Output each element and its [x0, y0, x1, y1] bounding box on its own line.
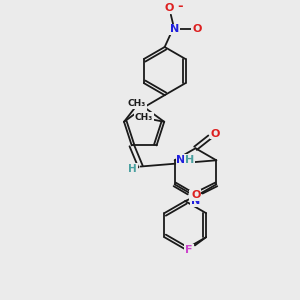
Text: N: N	[170, 24, 179, 34]
Text: O: O	[165, 3, 174, 13]
Text: -: -	[177, 0, 183, 13]
Text: N: N	[137, 101, 146, 111]
Text: N: N	[176, 155, 186, 165]
Text: O: O	[211, 129, 220, 139]
Text: F: F	[185, 244, 193, 254]
Text: H: H	[128, 164, 137, 174]
Text: N: N	[191, 196, 200, 206]
Text: O: O	[190, 190, 199, 200]
Text: CH₃: CH₃	[127, 99, 146, 108]
Text: CH₃: CH₃	[135, 112, 153, 122]
Text: O: O	[191, 190, 200, 200]
Text: H: H	[185, 155, 194, 165]
Text: O: O	[192, 24, 202, 34]
